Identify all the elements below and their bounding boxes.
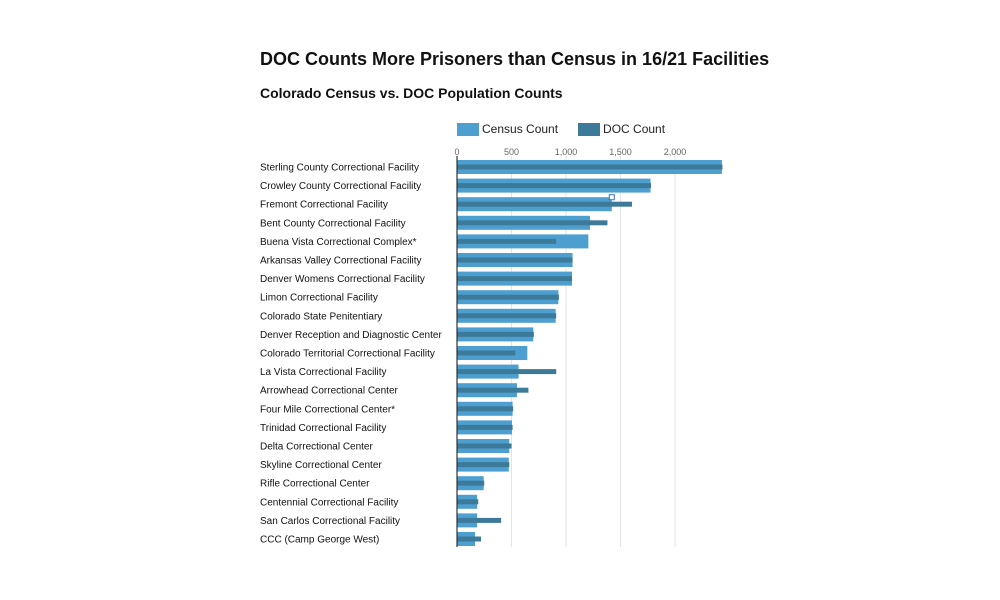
category-label: CCC (Camp George West)	[260, 535, 379, 546]
bar-doc[interactable]	[457, 313, 557, 319]
x-tick-label: 500	[504, 147, 519, 157]
category-label: Colorado Territorial Correctional Facili…	[260, 349, 435, 360]
chart-title: DOC Counts More Prisoners than Census in…	[260, 49, 770, 69]
bar-doc[interactable]	[457, 536, 481, 542]
category-label: La Vista Correctional Facility	[260, 367, 387, 378]
category-label: Crowley County Correctional Facility	[260, 181, 421, 192]
x-tick-label: 1,000	[555, 147, 578, 157]
category-label: Denver Womens Correctional Facility	[260, 274, 425, 285]
category-label: Trinidad Correctional Facility	[260, 423, 386, 434]
x-tick-label: 1,500	[609, 147, 632, 157]
bar-doc[interactable]	[457, 369, 557, 375]
bar-doc[interactable]	[457, 257, 573, 263]
category-label: Arkansas Valley Correctional Facility	[260, 256, 422, 267]
bar-doc[interactable]	[457, 462, 510, 468]
category-label: Skyline Correctional Center	[260, 460, 382, 471]
bar-doc[interactable]	[457, 480, 485, 486]
bar-doc[interactable]	[457, 406, 514, 412]
category-label: Delta Correctional Center	[260, 442, 373, 453]
x-tick-label: 2,000	[664, 147, 687, 157]
category-label: Limon Correctional Facility	[260, 293, 378, 304]
bar-doc[interactable]	[457, 387, 529, 393]
category-label: Fremont Correctional Facility	[260, 200, 388, 211]
bar-doc[interactable]	[457, 517, 502, 523]
legend-item-doc[interactable]: DOC Count	[578, 122, 665, 136]
category-label: San Carlos Correctional Facility	[260, 516, 400, 527]
category-label: Colorado State Penitentiary	[260, 311, 382, 322]
bar-doc[interactable]	[457, 201, 632, 207]
category-label: Sterling County Correctional Facility	[260, 163, 419, 174]
x-tick-label: 0	[454, 147, 459, 157]
bar-doc[interactable]	[457, 238, 557, 244]
legend-label-doc: DOC Count	[603, 122, 666, 136]
category-label: Centennial Correctional Facility	[260, 497, 398, 508]
legend-item-census[interactable]: Census Count	[457, 122, 558, 136]
category-label: Denver Reception and Diagnostic Center	[260, 330, 442, 341]
legend: Census Count DOC Count	[457, 122, 685, 136]
legend-swatch-doc	[578, 122, 601, 136]
category-label: Four Mile Correctional Center*	[260, 404, 395, 415]
bar-doc[interactable]	[457, 424, 513, 430]
category-label: Buena Vista Correctional Complex*	[260, 237, 417, 248]
bar-doc[interactable]	[457, 331, 534, 337]
bar-doc[interactable]	[457, 276, 573, 282]
category-label: Arrowhead Correctional Center	[260, 386, 399, 397]
legend-swatch-census	[457, 122, 479, 136]
hover-marker	[608, 194, 615, 201]
category-label: Bent County Correctional Facility	[260, 218, 406, 229]
bar-doc[interactable]	[457, 499, 479, 505]
bar-doc[interactable]	[457, 350, 516, 356]
category-label: Rifle Correctional Center	[260, 479, 370, 490]
chart-subtitle: Colorado Census vs. DOC Population Count…	[260, 85, 563, 101]
bar-doc[interactable]	[457, 164, 723, 170]
bar-doc[interactable]	[457, 443, 512, 449]
bar-doc[interactable]	[457, 183, 652, 189]
legend-label-census: Census Count	[482, 122, 559, 136]
bar-doc[interactable]	[457, 220, 608, 226]
bar-doc[interactable]	[457, 294, 559, 300]
